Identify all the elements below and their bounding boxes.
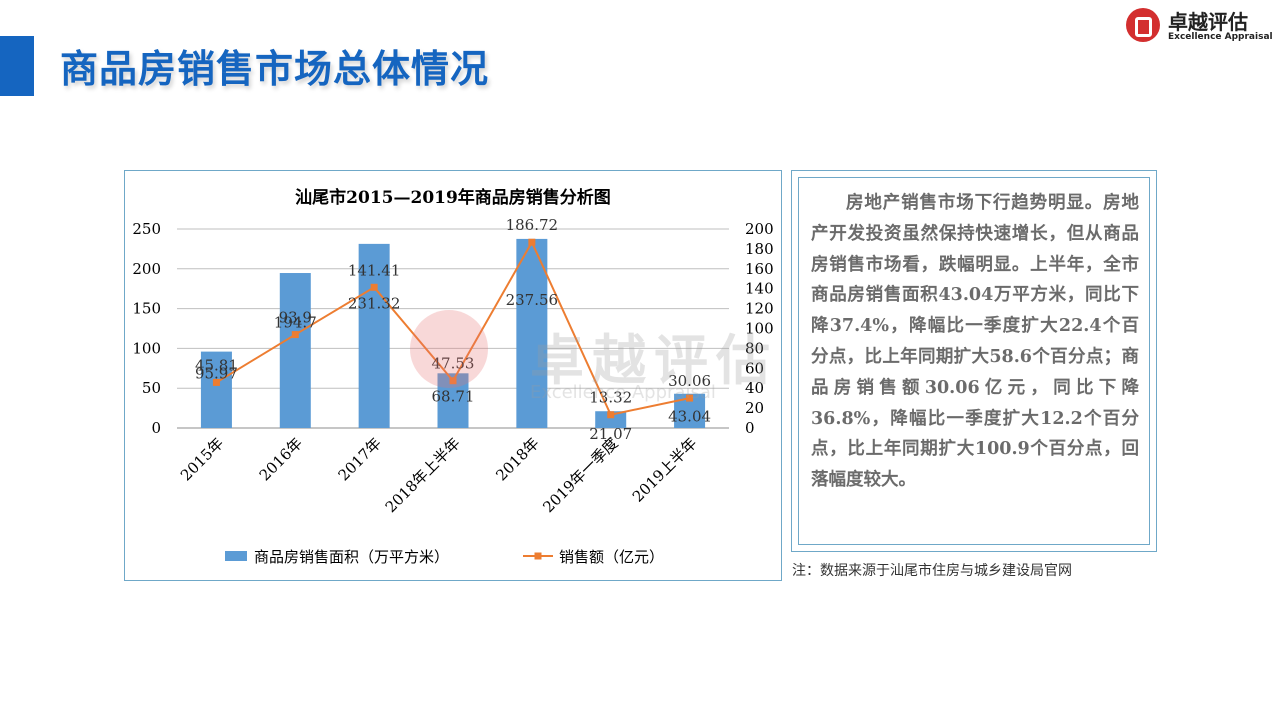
y-right-tick-label: 200 bbox=[745, 220, 774, 238]
title-accent-bar bbox=[0, 36, 34, 96]
x-category-label: 2017年 bbox=[335, 434, 385, 484]
legend-line-marker bbox=[534, 552, 542, 560]
page-title: 商品房销售市场总体情况 bbox=[60, 47, 490, 91]
legend-line-label: 销售额（亿元） bbox=[559, 548, 664, 566]
y-right-tick-label: 160 bbox=[745, 260, 774, 278]
line-data-label: 30.06 bbox=[668, 372, 711, 390]
bar bbox=[279, 273, 311, 428]
y-right-tick-label: 80 bbox=[745, 339, 764, 357]
logo-name-en: Excellence Appraisal bbox=[1168, 32, 1273, 42]
y-right-tick-label: 0 bbox=[745, 419, 755, 437]
y-right-tick-label: 40 bbox=[745, 379, 764, 397]
line-data-label: 45.81 bbox=[195, 356, 238, 374]
line-point bbox=[528, 238, 536, 246]
x-category-label: 2019年一季度 bbox=[539, 434, 621, 516]
y-left-tick-label: 200 bbox=[132, 260, 161, 278]
chart-svg: 汕尾市2015—2019年商品房销售分析图 0 50 100 150 200 250 0 20 4… bbox=[132, 187, 774, 566]
bar bbox=[516, 238, 548, 428]
y-left-tick-label: 100 bbox=[132, 339, 161, 357]
bar bbox=[200, 351, 232, 428]
line-point bbox=[449, 377, 457, 385]
y-right-tick-label: 120 bbox=[745, 300, 774, 318]
description-inner-frame: 房地产销售市场下行趋势明显。房地产开发投资虽然保持快速增长，但从商品房销售市场看… bbox=[798, 177, 1150, 545]
x-category-label: 2016年 bbox=[256, 434, 306, 484]
logo-name-cn: 卓越评估 bbox=[1168, 10, 1248, 34]
description-text: 房地产销售市场下行趋势明显。房地产开发投资虽然保持快速增长，但从商品房销售市场看… bbox=[811, 193, 1139, 491]
logo-mark-icon bbox=[1126, 8, 1160, 42]
legend-bar-swatch bbox=[225, 551, 247, 561]
x-category-label: 2018年 bbox=[492, 434, 542, 484]
bar-data-label: 95.97 bbox=[195, 364, 238, 382]
bar-data-label: 43.04 bbox=[668, 408, 711, 426]
bar-data-label: 237.56 bbox=[506, 291, 559, 309]
line-data-label: 93.9 bbox=[279, 309, 312, 327]
line-data-label: 13.32 bbox=[589, 389, 632, 407]
chart-title: 汕尾市2015—2019年商品房销售分析图 bbox=[295, 187, 611, 208]
description-box: 房地产销售市场下行趋势明显。房地产开发投资虽然保持快速增长，但从商品房销售市场看… bbox=[791, 170, 1157, 552]
y-right-tick-label: 20 bbox=[745, 399, 764, 417]
bar-data-label: 68.71 bbox=[432, 387, 475, 405]
line-point bbox=[370, 283, 378, 291]
y-left-tick-label: 150 bbox=[132, 300, 161, 318]
line-data-label: 47.53 bbox=[432, 355, 475, 373]
source-note: 注：数据来源于汕尾市住房与城乡建设局官网 bbox=[792, 563, 1072, 579]
x-category-label: 2019上半年 bbox=[629, 434, 701, 506]
company-logo: 卓越评估 Excellence Appraisal bbox=[1126, 6, 1276, 44]
y-right-tick-label: 100 bbox=[745, 320, 774, 338]
line-data-label: 186.72 bbox=[506, 216, 559, 234]
y-right-tick-label: 180 bbox=[745, 240, 774, 258]
x-category-label: 2015年 bbox=[177, 434, 227, 484]
x-category-label: 2018年上半年 bbox=[382, 434, 464, 516]
bar-data-label: 231.32 bbox=[348, 294, 401, 312]
bar-data-label: 21.07 bbox=[589, 425, 632, 443]
y-right-tick-label: 140 bbox=[745, 280, 774, 298]
bar bbox=[358, 243, 390, 428]
legend-bar-label: 商品房销售面积（万平方米） bbox=[254, 548, 449, 566]
y-left-tick-label: 50 bbox=[142, 379, 161, 397]
line-point bbox=[291, 331, 299, 339]
y-right-tick-label: 60 bbox=[745, 359, 764, 377]
line-point bbox=[212, 378, 220, 386]
line-point bbox=[607, 411, 615, 419]
sales-chart: 汕尾市2015—2019年商品房销售分析图 0 50 100 150 200 250 0 20 4… bbox=[124, 170, 782, 581]
line-point bbox=[686, 394, 694, 402]
y-left-tick-label: 250 bbox=[132, 220, 161, 238]
bar bbox=[595, 411, 627, 428]
y-left-tick-label: 0 bbox=[151, 419, 161, 437]
line-data-label: 141.41 bbox=[348, 261, 401, 279]
bar-data-label: 194.7 bbox=[274, 313, 317, 331]
